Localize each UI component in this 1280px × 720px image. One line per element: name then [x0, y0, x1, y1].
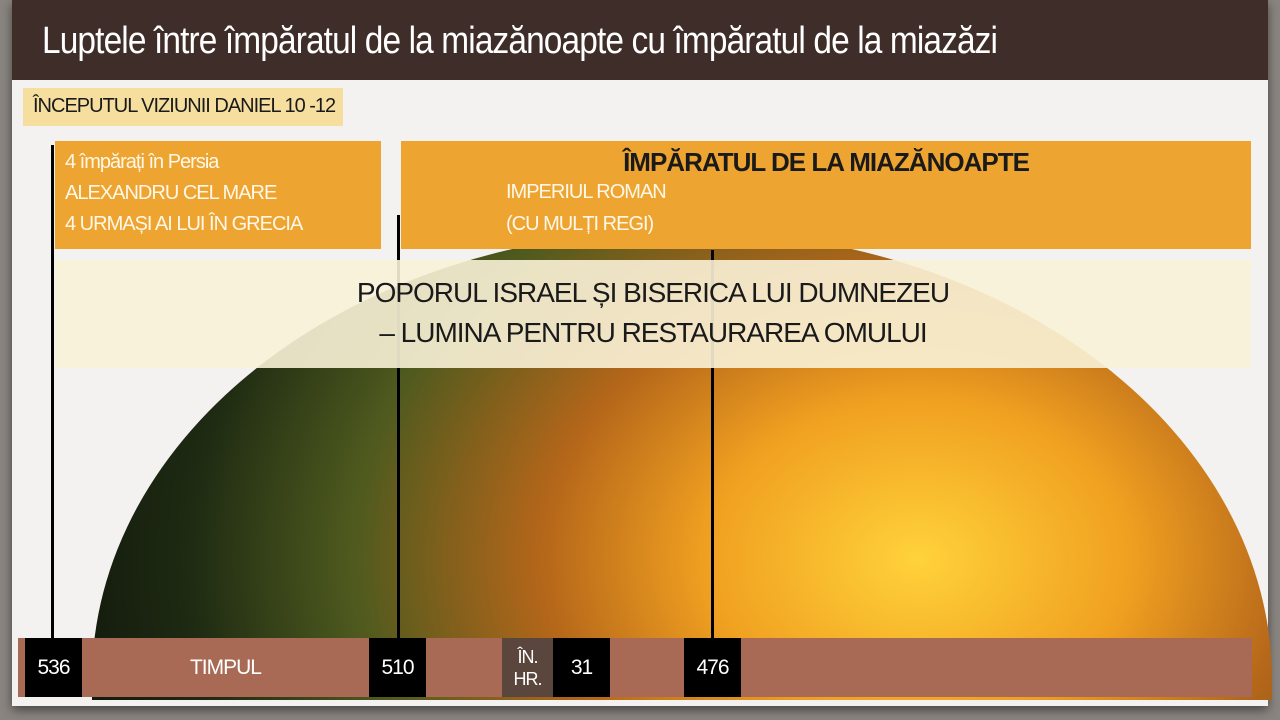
right-line: (CU MULȚI REGI): [506, 213, 654, 235]
era-bc-label: ÎN. HR.: [502, 638, 553, 697]
year-536: 536: [25, 638, 82, 697]
left-line: 4 URMAȘI AI LUI ÎN GRECIA: [65, 213, 303, 235]
timeline-bar: 536 TIMPUL 510 ÎN. HR. 31 476: [18, 638, 1252, 697]
band-line: – LUMINA PENTRU RESTAURAREA OMULUI: [379, 317, 927, 348]
timeline-marker-536: [51, 145, 54, 640]
era-line: HR.: [513, 668, 543, 689]
timeline-marker-476: [711, 250, 714, 640]
year-510: 510: [369, 638, 426, 697]
vision-tag: ÎNCEPUTUL VIZIUNII DANIEL 10 -12: [23, 88, 343, 126]
slide-title-text: Luptele între împăratul de la miazănoapt…: [42, 20, 998, 62]
timeline-marker-510: [397, 215, 400, 640]
north-king-heading: ÎMPĂRATUL DE LA MIAZĂNOAPTE: [623, 147, 1030, 177]
left-line: 4 împărați în Persia: [65, 151, 219, 173]
year-476: 476: [684, 638, 741, 697]
persia-greece-box: 4 împărați în Persia ALEXANDRU CEL MARE …: [55, 141, 381, 249]
slide-title: Luptele între împăratul de la miazănoapt…: [12, 0, 1268, 80]
slide: Luptele între împăratul de la miazănoapt…: [12, 0, 1272, 706]
north-king-box: ÎMPĂRATUL DE LA MIAZĂNOAPTE IMPERIUL ROM…: [401, 141, 1251, 249]
timeline-label: TIMPUL: [189, 655, 262, 679]
left-line: ALEXANDRU CEL MARE: [65, 182, 277, 204]
band-line: POPORUL ISRAEL ȘI BISERICA LUI DUMNEZEU: [356, 277, 950, 308]
israel-church-band: POPORUL ISRAEL ȘI BISERICA LUI DUMNEZEU …: [55, 260, 1251, 368]
era-line: ÎN.: [517, 646, 538, 667]
right-line: IMPERIUL ROMAN: [506, 181, 667, 203]
year-31: 31: [553, 638, 610, 697]
